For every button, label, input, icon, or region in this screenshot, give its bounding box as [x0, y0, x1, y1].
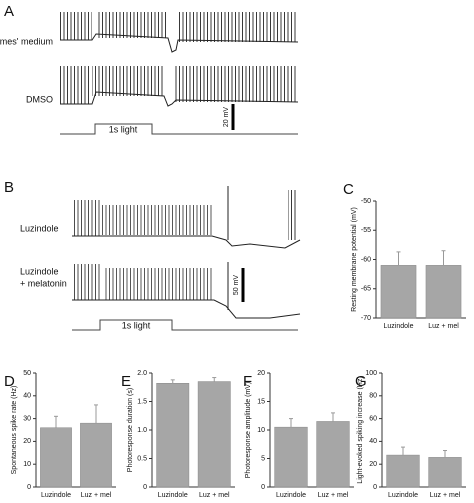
- stimulus: [60, 123, 298, 135]
- y-tick-label: 0: [373, 484, 377, 491]
- panel-letter: B: [4, 179, 14, 196]
- y-tick-label: 40: [23, 393, 31, 400]
- bar: [40, 427, 72, 488]
- x-tick-label: Luz + mel: [81, 492, 112, 499]
- bar: [197, 381, 231, 488]
- y-tick-label: 20: [257, 370, 265, 377]
- trace-label: Ames' medium: [0, 36, 53, 46]
- y-tick-label: -65: [361, 286, 371, 293]
- bar: [428, 457, 462, 488]
- y-tick-label: 40: [369, 438, 377, 445]
- y-tick-label: 1.0: [137, 427, 147, 434]
- trace-label: DMSO: [26, 94, 53, 104]
- panel-letter: F: [243, 373, 252, 390]
- y-tick-label: -50: [361, 198, 371, 205]
- y-tick-label: 30: [23, 415, 31, 422]
- x-tick-label: Luz + mel: [428, 323, 459, 330]
- y-axis-label: Photoresponse amplitude (mV): [245, 382, 252, 479]
- y-tick-label: -60: [361, 256, 371, 263]
- trace-a-top: [60, 12, 299, 53]
- y-tick-label: 100: [365, 370, 377, 377]
- stimulus: [72, 319, 298, 331]
- trace-label: + melatonin: [20, 278, 67, 288]
- panel-letter: A: [4, 3, 14, 20]
- bar: [425, 265, 462, 319]
- y-tick-label: 60: [369, 415, 377, 422]
- trace-label: Luzindole: [20, 223, 59, 233]
- y-tick-label: 20: [23, 438, 31, 445]
- panel-letter: E: [121, 373, 131, 390]
- stimulus-label: 1s light: [109, 124, 138, 134]
- stimulus-label: 1s light: [122, 320, 151, 330]
- scale-label: 20 mV: [223, 107, 230, 128]
- y-axis-label: Light-evoked spiking increase (Hz): [357, 376, 364, 483]
- y-tick-label: 0.5: [137, 455, 147, 462]
- panel-letter: D: [4, 373, 15, 390]
- y-tick-label: 20: [369, 461, 377, 468]
- trace-label: Luzindole: [20, 266, 59, 276]
- y-axis-label: Photoresponse duration (s): [127, 388, 134, 472]
- y-tick-label: 0: [27, 484, 31, 491]
- x-tick-label: Luz + mel: [318, 492, 349, 499]
- bar: [316, 421, 350, 488]
- bar: [386, 454, 420, 488]
- y-axis-label: Spontaneous spike rate (Hz): [11, 386, 18, 475]
- y-tick-label: 5: [261, 455, 265, 462]
- trace-b-top: [72, 186, 301, 249]
- x-tick-label: Luz + mel: [199, 492, 230, 499]
- x-tick-label: Luzindole: [158, 492, 188, 499]
- x-tick-label: Luzindole: [384, 323, 414, 330]
- y-tick-label: 2.0: [137, 370, 147, 377]
- y-tick-label: 10: [257, 427, 265, 434]
- y-tick-label: -55: [361, 227, 371, 234]
- panel-letter: C: [343, 181, 354, 198]
- scale-label: 50 mV: [233, 275, 240, 296]
- y-axis-label: Resting membrane potential (mV): [351, 207, 358, 312]
- y-tick-label: 10: [23, 461, 31, 468]
- bar: [380, 265, 417, 319]
- x-tick-label: Luzindole: [388, 492, 418, 499]
- y-tick-label: -70: [361, 315, 371, 322]
- x-tick-label: Luzindole: [41, 492, 71, 499]
- panel-letter: G: [355, 373, 367, 390]
- y-tick-label: 80: [369, 393, 377, 400]
- bar: [80, 422, 112, 488]
- trace-b-bottom: [72, 262, 301, 319]
- x-tick-label: Luz + mel: [430, 492, 461, 499]
- trace-a-bottom: [60, 66, 299, 107]
- y-tick-label: 0: [143, 484, 147, 491]
- bar: [156, 383, 190, 488]
- y-tick-label: 15: [257, 398, 265, 405]
- y-tick-label: 50: [23, 370, 31, 377]
- bar: [274, 426, 308, 488]
- y-tick-label: 0: [261, 484, 265, 491]
- x-tick-label: Luzindole: [276, 492, 306, 499]
- y-tick-label: 1.5: [137, 398, 147, 405]
